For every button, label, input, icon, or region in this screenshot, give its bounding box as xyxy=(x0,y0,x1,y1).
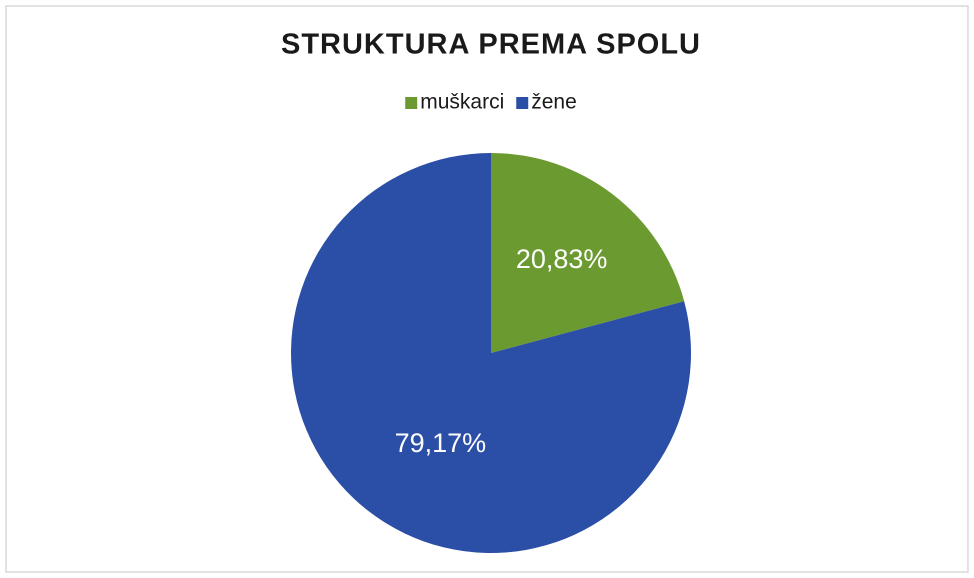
chart-title: STRUKTURA PREMA SPOLU xyxy=(281,29,701,61)
legend-label: žene xyxy=(531,91,577,114)
data-label: 79,17% xyxy=(395,428,487,458)
pie-slice xyxy=(290,153,691,553)
pie-slice xyxy=(491,153,685,353)
data-label: 20,83% xyxy=(516,244,608,274)
legend-swatch xyxy=(405,97,418,109)
legend: muškarci žene xyxy=(405,91,577,114)
legend-label: muškarci xyxy=(420,91,504,114)
legend-swatch xyxy=(516,97,529,109)
